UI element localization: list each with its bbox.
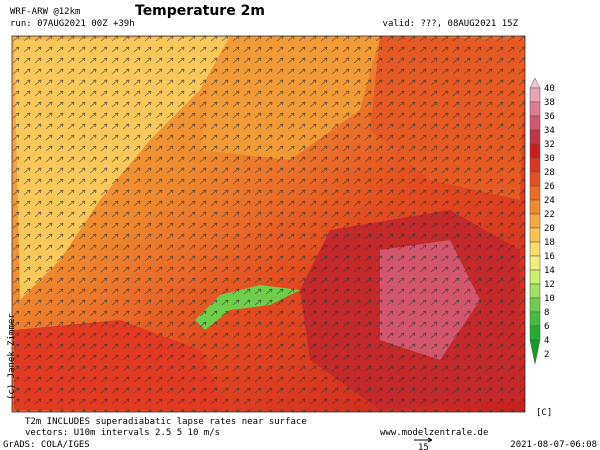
timestamp: 2021-08-07-06:08 <box>510 440 597 450</box>
colorbar-segment <box>529 199 541 215</box>
vector-note: vectors: U10m intervals 2.5 5 10 m/s <box>25 428 220 438</box>
colorbar-label: 20 <box>544 224 555 234</box>
colorbar-end <box>529 339 541 365</box>
colorbar-segment <box>529 213 541 229</box>
colorbar-label: 24 <box>544 196 555 206</box>
colorbar-label: 12 <box>544 280 555 290</box>
colorbar-label: 26 <box>544 182 555 192</box>
colorbar-label: 16 <box>544 252 555 262</box>
colorbar-segment <box>529 297 541 313</box>
colorbar-label: 22 <box>544 210 555 220</box>
colorbar: 40 38 36 34 32 30 28 26 24 22 20 18 16 14 12 10 8 6 4 2 <box>529 77 555 365</box>
colorbar-label: 36 <box>544 112 555 122</box>
colorbar-label: 14 <box>544 266 555 276</box>
run-label: run: 07AUG2021 00Z +39h <box>10 19 135 29</box>
colorbar-segment <box>529 115 541 131</box>
model-label: WRF-ARW @12km <box>10 7 80 17</box>
unit-label: [C] <box>536 408 552 418</box>
colorbar-label: 4 <box>544 336 549 346</box>
colorbar-segment <box>529 241 541 257</box>
colorbar-label: 34 <box>544 126 555 136</box>
colorbar-label: 30 <box>544 154 555 164</box>
wind-vectors <box>12 36 525 412</box>
colorbar-segment <box>529 157 541 173</box>
map-title: Temperature 2m <box>135 3 265 19</box>
colorbar-label: 8 <box>544 308 549 318</box>
colorbar-end <box>529 77 541 89</box>
map-frame <box>11 35 526 413</box>
colorbar-label: 2 <box>544 350 549 360</box>
colorbar-label: 6 <box>544 322 549 332</box>
colorbar-label: 10 <box>544 294 555 304</box>
grads-label: GrADS: COLA/IGES <box>3 440 90 450</box>
map-area <box>11 35 526 413</box>
colorbar-segment <box>529 311 541 327</box>
colorbar-label: 32 <box>544 140 555 150</box>
colorbar-label: 18 <box>544 238 555 248</box>
colorbar-segment <box>529 269 541 285</box>
credit: (c) Janek Zimmer <box>7 313 17 400</box>
colorbar-segment <box>529 227 541 243</box>
colorbar-label: 38 <box>544 98 555 108</box>
colorbar-segment <box>529 325 541 341</box>
footer-note: T2m INCLUDES superadiabatic lapse rates … <box>25 417 307 427</box>
colorbar-segment <box>529 283 541 299</box>
site-label: www.modelzentrale.de <box>380 428 488 438</box>
colorbar-segment <box>529 171 541 187</box>
valid-label: valid: ???, 08AUG2021 15Z <box>383 19 519 29</box>
colorbar-segment <box>529 143 541 159</box>
colorbar-segment <box>529 129 541 145</box>
colorbar-segment <box>529 255 541 271</box>
colorbar-segment <box>529 185 541 201</box>
reference-arrow-label: 15 <box>418 443 429 450</box>
colorbar-label: 40 <box>544 84 555 94</box>
reference-arrow-head <box>427 437 433 443</box>
colorbar-segment <box>529 101 541 117</box>
colorbar-label: 28 <box>544 168 555 178</box>
colorbar-segment <box>529 87 541 103</box>
